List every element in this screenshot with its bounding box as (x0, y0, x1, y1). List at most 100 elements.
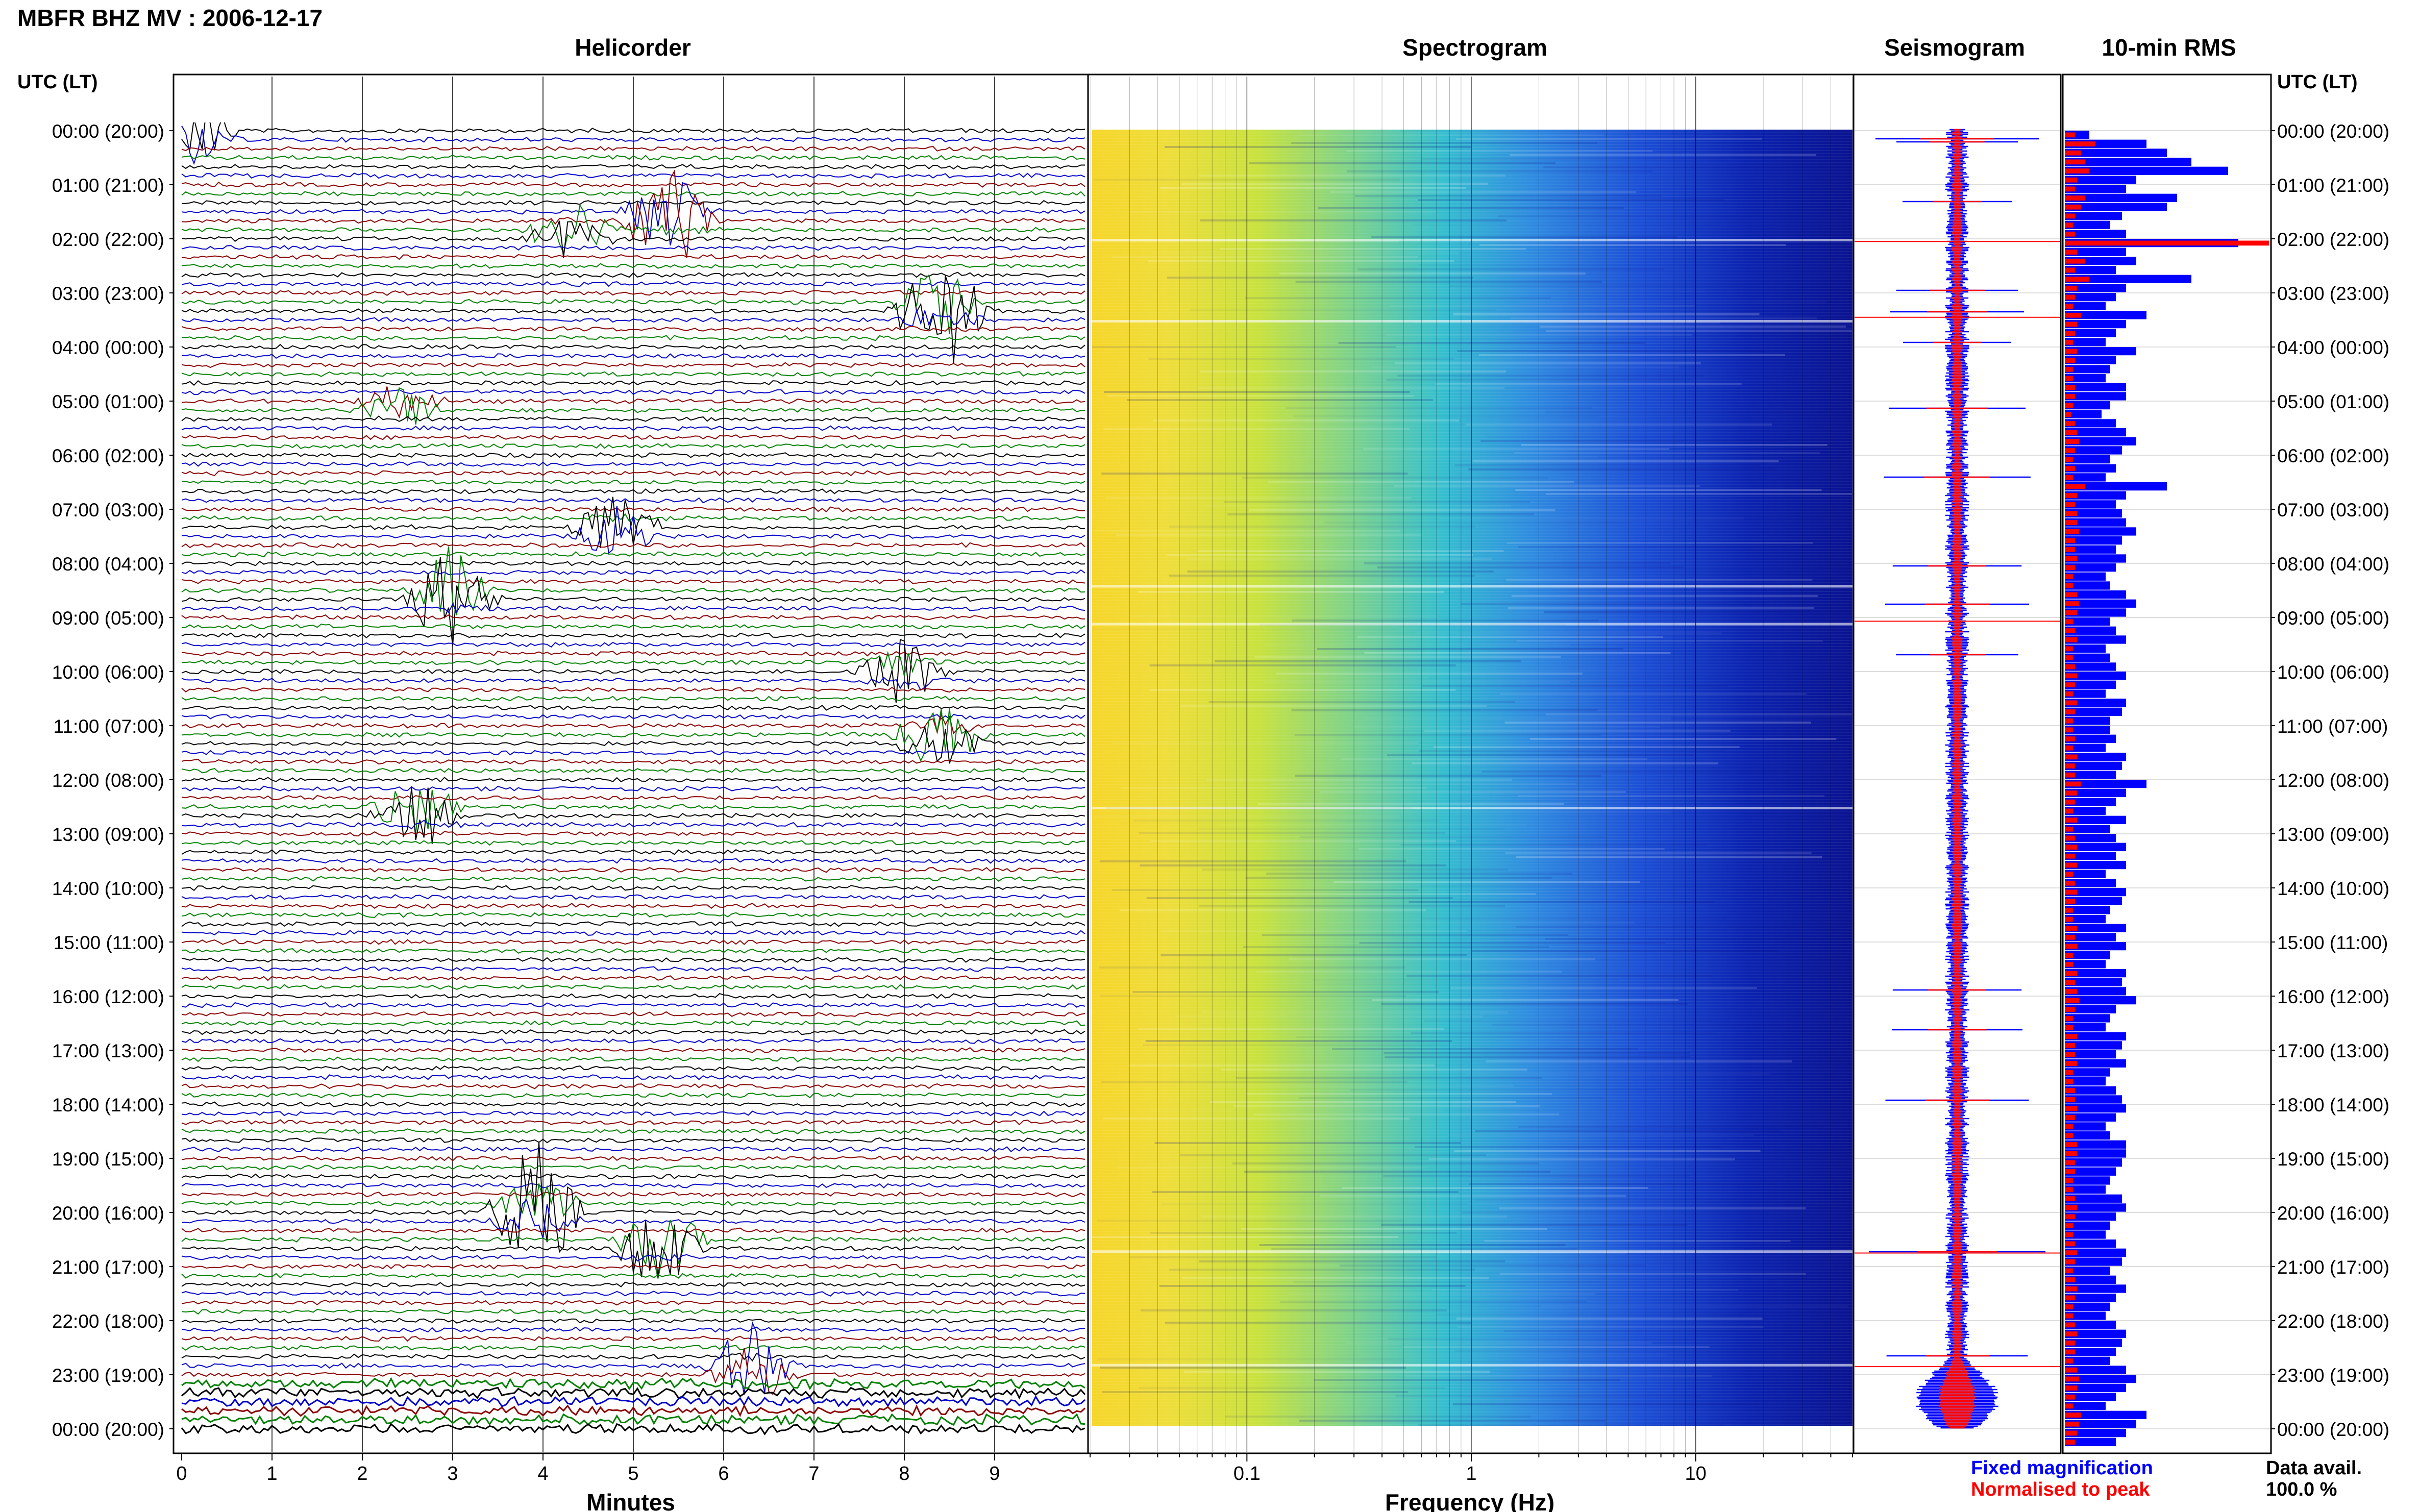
rms-bar-fixed (2065, 1041, 2122, 1050)
rms-bar-fixed (2065, 1311, 2106, 1320)
helicorder-trace (181, 650, 1085, 657)
spectrogram-row (1482, 771, 1788, 773)
helicorder-trace (181, 164, 1085, 170)
helicorder-trace (181, 894, 1085, 900)
helicorder-panel: 0 1 2 3 4 5 6 7 8 9 Minutes (172, 73, 1089, 1512)
spectrogram-row (1386, 379, 1693, 381)
rms-bar-normalised (2065, 1349, 2075, 1355)
helicorder-trace (181, 785, 1085, 792)
rms-bar-fixed (2065, 987, 2126, 996)
rms-bar-normalised (2065, 1385, 2077, 1391)
spectrogram-row (1499, 1273, 1806, 1275)
spectrogram-row (1365, 293, 1671, 295)
helicorder-trace (181, 1377, 1085, 1391)
rms-bar-normalised (2065, 412, 2071, 417)
rms-bar-fixed (2065, 699, 2126, 707)
rms-bar-normalised (2065, 781, 2081, 787)
rms-bar-normalised (2065, 484, 2085, 489)
spectrogram-row (1333, 668, 1639, 671)
rms-bar-normalised (2065, 231, 2075, 237)
helicorder-trace (181, 380, 1085, 386)
helicorder-trace (181, 387, 1085, 425)
rms-bar-fixed (2065, 798, 2116, 806)
spectrogram-row (1182, 1277, 1489, 1279)
spectrogram-row (1516, 926, 1822, 928)
helicorder-trace (181, 921, 1085, 927)
spectrogram-row (1159, 1285, 1466, 1287)
spectrogram-row (1112, 256, 1418, 258)
rms-bar-normalised (2065, 628, 2075, 633)
spectrogram-row (1276, 673, 1583, 675)
helicorder-trace (181, 1146, 1085, 1153)
spectrogram-row (1207, 1085, 1514, 1087)
rms-bar-normalised (2065, 926, 2077, 931)
rms-bar-fixed (2065, 1077, 2106, 1086)
spectrogram-row (1460, 603, 1767, 605)
spectrogram-row (1154, 1142, 1461, 1144)
spectrogram-row (1099, 966, 1405, 969)
helicorder-trace (181, 1083, 1085, 1089)
rms-bar-fixed (2065, 338, 2106, 346)
x-tick-label: 1 (1466, 1463, 1476, 1484)
rms-bar-fixed (2065, 1023, 2106, 1032)
rms-bar-fixed (2065, 608, 2126, 617)
spectrogram-row (1499, 1207, 1806, 1209)
rms-bar-normalised (2065, 727, 2073, 733)
rms-bar-fixed (2065, 275, 2191, 283)
helicorder-trace (182, 1199, 1085, 1239)
seismogram-normalised-trace (1917, 129, 1997, 1429)
x-tick-label: 3 (447, 1463, 458, 1484)
spectrogram-row (1400, 844, 1707, 846)
y-tick-label-right: 18:00 (14:00) (2277, 1095, 2389, 1116)
spectrogram-row (1510, 154, 1816, 156)
spectrogram-row (1176, 1015, 1483, 1018)
helicorder-trace (181, 276, 1085, 363)
spectrogram-row (1199, 905, 1505, 907)
spectrogram-row (1133, 820, 1440, 822)
spectrogram-row (1454, 1150, 1761, 1152)
spectrogram-row (1500, 693, 1807, 695)
rms-bar-fixed (2065, 266, 2116, 275)
helicorder-trace (181, 220, 1085, 258)
helicorder-trace (181, 624, 1085, 630)
spectrogram-row (1099, 860, 1406, 862)
spectrogram-row (1149, 664, 1456, 666)
rms-bar-normalised (2065, 1079, 2073, 1084)
spectrogram-row (1457, 1326, 1764, 1328)
helicorder-trace (181, 1352, 1085, 1362)
rms-bar-normalised (2065, 610, 2077, 615)
spectrogram-row (1358, 848, 1665, 850)
y-tick-label-right: 04:00 (00:00) (2277, 337, 2389, 358)
spectrogram-row (1468, 468, 1775, 470)
y-tick-label-right: 16:00 (12:00) (2277, 986, 2389, 1007)
spectrogram-row (1243, 946, 1549, 948)
rms-bar-normalised (2065, 1277, 2075, 1282)
rms-bar-fixed (2065, 158, 2191, 166)
spectrogram-row (1357, 268, 1664, 270)
rms-bar-fixed (2065, 1203, 2126, 1212)
spectrogram-row (1140, 1309, 1447, 1311)
spectrogram-row (1153, 419, 1460, 422)
rms-bar-normalised (2065, 1421, 2079, 1427)
rms-bar-normalised (2065, 718, 2073, 724)
utc-label-right: UTC (LT) (2277, 71, 2358, 93)
spectrogram-row (1519, 301, 1825, 303)
spectrogram-row (1117, 1167, 1424, 1169)
spectrogram-row (1280, 1297, 1586, 1299)
rms-bar-fixed (2065, 581, 2110, 590)
spectrogram-row (1546, 330, 1853, 332)
rms-bar-fixed (2065, 1086, 2116, 1095)
rms-bar-fixed (2065, 464, 2116, 473)
spectrogram-row (1469, 1183, 1775, 1185)
y-tick-label-left: 12:00 (08:00) (52, 770, 164, 791)
spectrogram-row (1112, 742, 1419, 744)
spectrogram-row (1335, 913, 1641, 915)
rms-bar-normalised (2065, 349, 2077, 354)
spectrogram-row (1359, 942, 1666, 944)
rms-bar-normalised (2065, 1034, 2077, 1039)
spectrogram-row (1169, 526, 1476, 528)
rms-bar-normalised (2065, 880, 2075, 886)
rms-bar-normalised (2065, 168, 2089, 173)
rms-bar-normalised (2065, 285, 2077, 291)
spectrogram-row (1244, 1171, 1551, 1173)
